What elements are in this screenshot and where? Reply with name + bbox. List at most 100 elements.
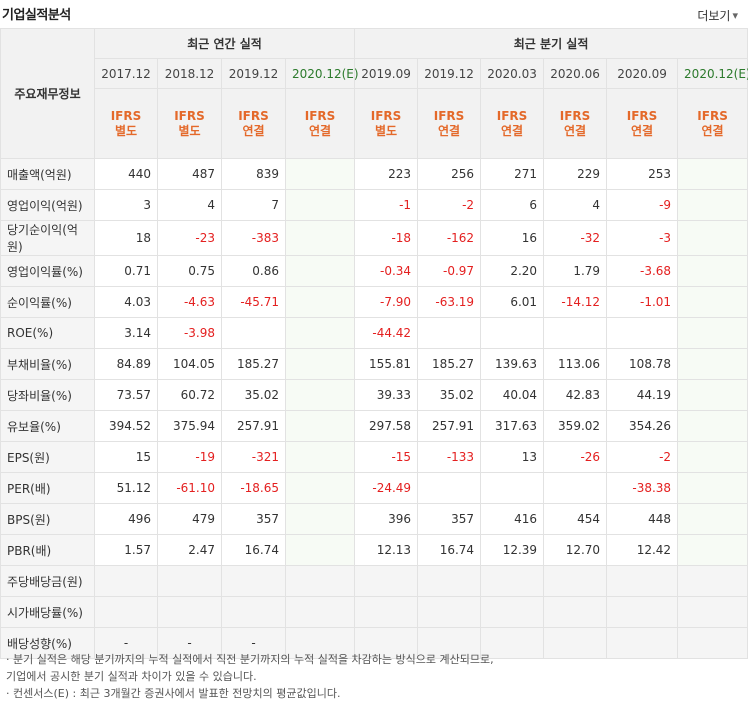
table-cell — [284, 441, 356, 473]
table-cell — [480, 565, 545, 597]
table-cell — [157, 596, 222, 628]
table-cell — [480, 596, 545, 628]
table-cell — [543, 317, 608, 349]
table-cell — [543, 565, 608, 597]
table-cell: 4 — [157, 189, 222, 221]
table-cell: 185.27 — [221, 348, 286, 380]
table-cell: 84.89 — [94, 348, 158, 380]
table-cell — [480, 317, 545, 349]
table-cell — [221, 596, 286, 628]
table-cell: 12.39 — [480, 534, 545, 566]
table-row: BPS(원) 496 479 357 396 357 416 454 448 — [0, 503, 748, 535]
period-header: 2020.09 — [606, 58, 679, 89]
table-cell: 487 — [157, 158, 222, 190]
table-cell: 4.03 — [94, 286, 158, 318]
table-cell: 496 — [94, 503, 158, 535]
table-cell: 3 — [94, 189, 158, 221]
table-row: ROE(%) 3.14 -3.98 -44.42 — [0, 317, 748, 349]
more-label: 더보기 — [697, 9, 731, 23]
table-cell — [677, 220, 748, 256]
accounting-standard: IFRS 연결 — [606, 88, 679, 159]
table-cell — [677, 255, 748, 287]
table-cell — [417, 565, 482, 597]
table-cell — [677, 189, 748, 221]
table-cell: - — [221, 627, 286, 659]
period-header: 2017.12 — [94, 58, 158, 89]
table-cell — [284, 565, 356, 597]
table-cell: 0.75 — [157, 255, 222, 287]
period-header: 2020.12(E) — [284, 58, 359, 89]
accounting-standard: IFRS 별도 — [354, 88, 419, 159]
table-cell: 16.74 — [417, 534, 482, 566]
table-cell: 2.20 — [480, 255, 545, 287]
table-cell: -63.19 — [417, 286, 482, 318]
table-cell — [543, 472, 608, 504]
accounting-line: 연결 — [242, 123, 265, 138]
table-cell: -3.98 — [157, 317, 222, 349]
table-cell: -24.49 — [354, 472, 419, 504]
table-cell: 271 — [480, 158, 545, 190]
table-cell — [677, 534, 748, 566]
table-cell: -3 — [606, 220, 679, 256]
table-cell: 0.71 — [94, 255, 158, 287]
quarterly-group-header: 최근 분기 실적 — [354, 28, 748, 59]
row-label: EPS(원) — [0, 441, 95, 473]
table-cell: -23 — [157, 220, 222, 256]
table-row: PBR(배) 1.57 2.47 16.74 12.13 16.74 12.39 12.70 1… — [0, 534, 748, 566]
table-cell — [284, 286, 356, 318]
table-cell: 839 — [221, 158, 286, 190]
table-cell: 2.47 — [157, 534, 222, 566]
notes: · 분기 실적은 해당 분기까지의 누적 실적에서 직전 분기까지의 누적 실적… — [6, 651, 494, 702]
table-cell: 35.02 — [221, 379, 286, 411]
table-cell: 139.63 — [480, 348, 545, 380]
table-cell — [606, 565, 679, 597]
period-header: 2019.12 — [221, 58, 286, 89]
table-cell: 104.05 — [157, 348, 222, 380]
table-cell — [417, 472, 482, 504]
row-header: 주요재무정보 — [0, 28, 95, 159]
accounting-standard: IFRS 연결 — [284, 88, 356, 159]
accounting-line: IFRS — [559, 108, 591, 123]
accounting-line: 연결 — [501, 123, 524, 138]
table-cell — [284, 410, 356, 442]
accounting-line: 별도 — [178, 123, 201, 138]
table-cell: 44.19 — [606, 379, 679, 411]
table-cell — [677, 565, 748, 597]
accounting-line: 연결 — [564, 123, 587, 138]
table-cell — [480, 472, 545, 504]
table-row: 배당성향(%) - - - — [0, 627, 748, 659]
table-cell: 253 — [606, 158, 679, 190]
accounting-standard: IFRS 연결 — [480, 88, 545, 159]
table-cell: -18 — [354, 220, 419, 256]
table-cell — [417, 627, 482, 659]
row-label: 당좌비율(%) — [0, 379, 95, 411]
row-label: 배당성향(%) — [0, 627, 95, 659]
table-cell — [157, 565, 222, 597]
table-cell: 1.57 — [94, 534, 158, 566]
table-cell: -26 — [543, 441, 608, 473]
accounting-line: 연결 — [701, 123, 724, 138]
row-label: 순이익률(%) — [0, 286, 95, 318]
table-cell — [284, 627, 356, 659]
table-cell — [284, 348, 356, 380]
table-cell — [677, 596, 748, 628]
table-cell — [221, 565, 286, 597]
table-cell: -14.12 — [543, 286, 608, 318]
table-cell — [677, 410, 748, 442]
table-cell: 12.70 — [543, 534, 608, 566]
more-button[interactable]: 더보기 ▾ — [697, 7, 738, 24]
section-title: 기업실적분석 — [2, 8, 71, 23]
table-cell: 394.52 — [94, 410, 158, 442]
table-cell: -7.90 — [354, 286, 419, 318]
table-cell: 73.57 — [94, 379, 158, 411]
table-cell — [284, 596, 356, 628]
accounting-line: 연결 — [308, 123, 332, 138]
table-cell — [354, 627, 419, 659]
table-cell: 7 — [221, 189, 286, 221]
period-header: 2020.03 — [480, 58, 545, 89]
table-cell: 359.02 — [543, 410, 608, 442]
table-row: PER(배) 51.12 -61.10 -18.65 -24.49 -38.38 — [0, 472, 748, 504]
period-header: 2018.12 — [157, 58, 222, 89]
table-cell — [606, 627, 679, 659]
table-cell: 6 — [480, 189, 545, 221]
